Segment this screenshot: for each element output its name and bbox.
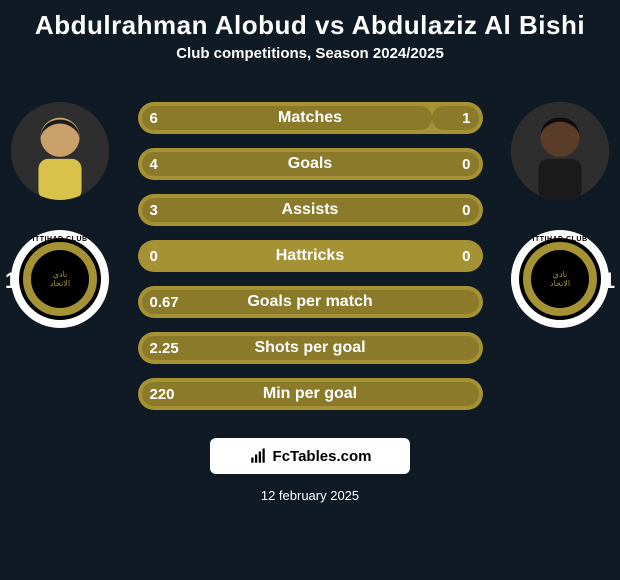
page-title: Abdulrahman Alobud vs Abdulaziz Al Bishi: [0, 0, 620, 41]
footer-site-badge: FcTables.com: [210, 438, 410, 474]
player-left-jersey-number: 1: [5, 268, 17, 294]
stat-value-left: 0.67: [150, 294, 179, 311]
player-right-avatar: [511, 102, 609, 200]
stat-row: 2.25 Shots per goal: [138, 332, 483, 364]
stat-row: 3 0 Assists: [138, 194, 483, 226]
stat-label: Goals per match: [247, 293, 372, 311]
stat-value-left: 2.25: [150, 340, 179, 357]
stat-label: Matches: [278, 109, 342, 127]
stat-bar-right: [432, 106, 479, 130]
stat-label: Min per goal: [263, 385, 357, 403]
stat-label: Hattricks: [276, 247, 344, 265]
stat-row: 0.67 Goals per match: [138, 286, 483, 318]
avatar-placeholder-icon: [11, 102, 109, 200]
club-badge-inner: ناديالاتحاد: [519, 238, 601, 320]
stat-label: Assists: [282, 201, 339, 219]
stat-value-left: 4: [150, 156, 158, 173]
stat-row: 220 Min per goal: [138, 378, 483, 410]
player-left-column: 1 ITTIHAD CLUB ناديالاتحاد: [10, 102, 110, 328]
stats-container: 6 1 Matches 4 0 Goals 3 0 Assists 0 0 Hattricks 0.67…: [138, 102, 483, 410]
club-badge-core: ناديالاتحاد: [31, 250, 89, 308]
stat-label: Shots per goal: [254, 339, 365, 357]
footer-site-text: FcTables.com: [273, 448, 372, 465]
stat-value-left: 0: [150, 248, 158, 265]
chart-icon: [249, 447, 267, 465]
player-left-avatar: [11, 102, 109, 200]
club-badge-inner: ناديالاتحاد: [19, 238, 101, 320]
stat-row: 0 0 Hattricks: [138, 240, 483, 272]
club-badge-core: ناديالاتحاد: [531, 250, 589, 308]
stat-value-right: 0: [462, 202, 470, 219]
stat-value-right: 0: [462, 248, 470, 265]
stat-value-left: 6: [150, 110, 158, 127]
comparison-content: 1 ITTIHAD CLUB ناديالاتحاد 1 ITTIHAD CLU…: [0, 102, 620, 410]
player-right-jersey-number: 1: [603, 268, 615, 294]
player-right-column: 1 ITTIHAD CLUB ناديالاتحاد: [510, 102, 610, 328]
footer-date: 12 february 2025: [0, 488, 620, 503]
stat-value-right: 1: [462, 110, 470, 127]
avatar-placeholder-icon: [511, 102, 609, 200]
page-subtitle: Club competitions, Season 2024/2025: [0, 45, 620, 62]
stat-value-right: 0: [462, 156, 470, 173]
player-right-club-badge: 1 ITTIHAD CLUB ناديالاتحاد: [511, 230, 609, 328]
stat-label: Goals: [288, 155, 332, 173]
stat-value-left: 220: [150, 386, 175, 403]
player-left-club-label: ITTIHAD CLUB: [33, 236, 88, 243]
stat-row: 4 0 Goals: [138, 148, 483, 180]
player-left-club-badge: 1 ITTIHAD CLUB ناديالاتحاد: [11, 230, 109, 328]
stat-value-left: 3: [150, 202, 158, 219]
stat-row: 6 1 Matches: [138, 102, 483, 134]
player-right-club-label: ITTIHAD CLUB: [533, 236, 588, 243]
